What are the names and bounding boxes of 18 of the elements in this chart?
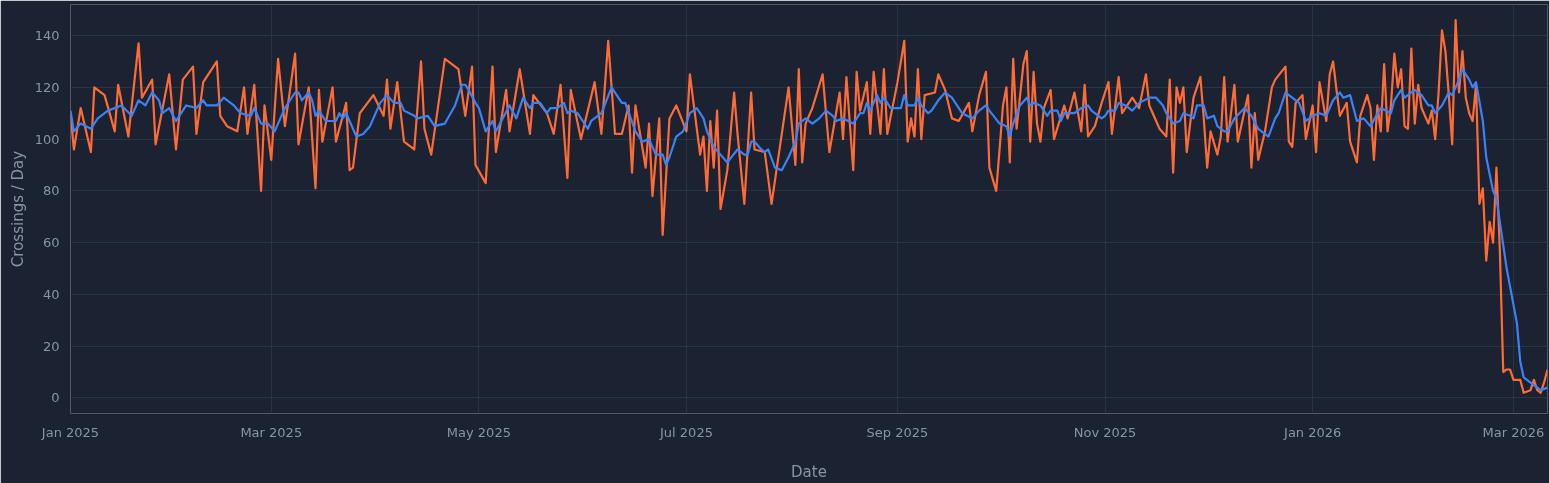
x-tick-label: Mar 2025 xyxy=(240,424,303,440)
x-tick-label: Jul 2025 xyxy=(659,424,713,440)
x-tick-label: Nov 2025 xyxy=(1073,424,1137,440)
x-tick-label: Sep 2025 xyxy=(866,424,929,440)
x-tick-label: Mar 2026 xyxy=(1482,424,1545,440)
x-tick-label: Jan 2025 xyxy=(40,424,100,440)
y-tick-label: 40 xyxy=(42,286,60,302)
x-axis-title: Date xyxy=(791,462,827,481)
y-tick-label: 80 xyxy=(42,183,60,199)
y-tick-label: 120 xyxy=(34,79,60,95)
y-tick-label: 100 xyxy=(34,131,60,147)
y-axis-title: Crossings / Day xyxy=(8,150,27,268)
y-tick-label: 0 xyxy=(51,390,60,406)
x-tick-label: Jan 2026 xyxy=(1283,424,1342,440)
x-tick-label: May 2025 xyxy=(446,424,511,440)
y-tick-label: 140 xyxy=(34,28,60,44)
y-tick-label: 20 xyxy=(42,338,60,354)
y-tick-label: 60 xyxy=(42,235,60,251)
